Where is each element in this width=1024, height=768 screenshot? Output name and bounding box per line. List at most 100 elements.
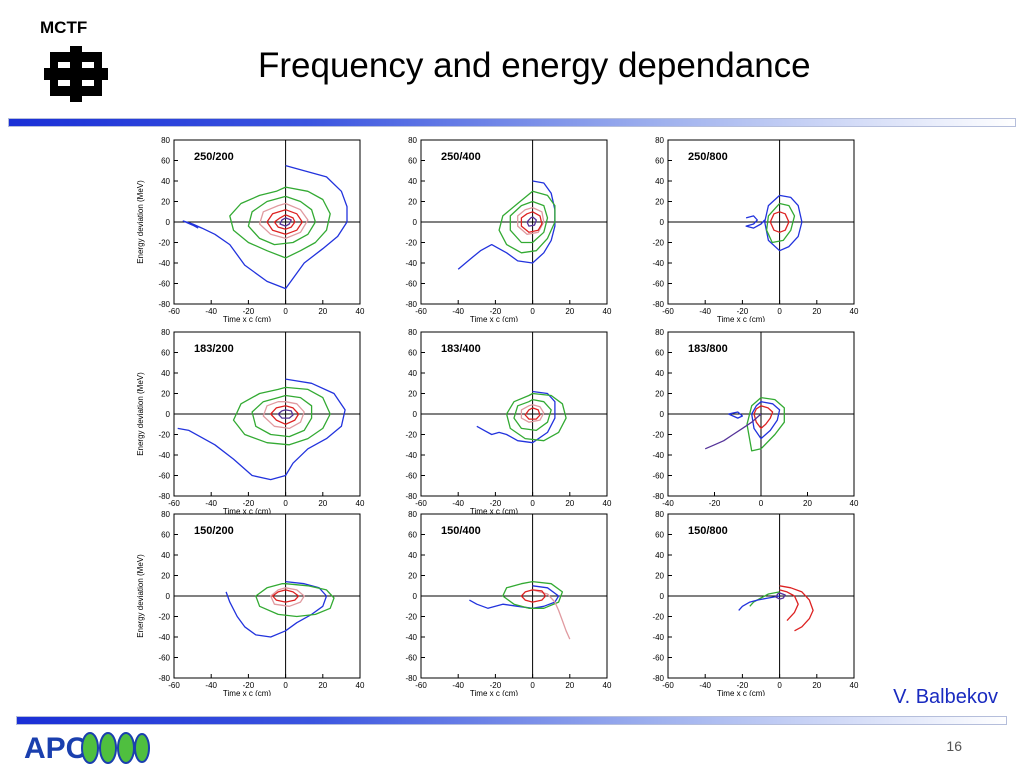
x-tick-label: -20	[243, 307, 255, 316]
trajectory-curve	[502, 580, 564, 609]
trajectory-curve	[270, 405, 300, 425]
x-axis-label: Time x c (cm)	[470, 689, 518, 696]
x-tick-label: -20	[490, 499, 502, 508]
y-tick-label: 0	[660, 410, 665, 419]
x-axis-label: Time x c (cm)	[470, 315, 518, 322]
chart-panel-250-200: 80 60 40 20 0 -20 -40 -60 -80 -60 -40 -20 0 20 40 250/2…	[130, 132, 365, 322]
x-tick-label: 0	[759, 499, 764, 508]
trajectory-curve	[279, 217, 292, 227]
y-tick-label: -40	[158, 259, 170, 268]
y-tick-label: -20	[652, 613, 664, 622]
trajectory-curve	[177, 378, 346, 481]
x-tick-label: -40	[699, 307, 711, 316]
x-tick-label: 0	[283, 681, 288, 690]
x-tick-label: 40	[603, 499, 612, 508]
x-tick-label: 40	[603, 307, 612, 316]
x-tick-label: -40	[452, 681, 464, 690]
trajectory-curve	[457, 180, 556, 270]
y-axis-label: Energy deviation (MeV)	[136, 180, 145, 264]
chart-title: 250/200	[194, 151, 234, 163]
y-tick-label: -20	[158, 431, 170, 440]
x-tick-label: 20	[318, 307, 327, 316]
trajectory-curve	[704, 413, 762, 450]
org-label: MCTF	[40, 18, 88, 37]
x-tick-label: 20	[565, 307, 574, 316]
y-tick-label: 60	[408, 157, 417, 166]
x-tick-label: 40	[356, 499, 365, 508]
y-tick-label: -40	[652, 451, 664, 460]
apc-logo-icon: APC	[24, 732, 150, 765]
y-tick-label: 60	[655, 349, 664, 358]
chart-title: 150/200	[194, 525, 234, 537]
trajectory-curve	[229, 186, 331, 259]
y-tick-label: 60	[408, 531, 417, 540]
y-tick-label: 80	[408, 328, 417, 337]
x-tick-label: 20	[812, 681, 821, 690]
y-tick-label: -40	[158, 633, 170, 642]
x-tick-label: -20	[243, 499, 255, 508]
trajectory-curve	[769, 211, 790, 233]
chart-panel-150-400: 80 60 40 20 0 -20 -40 -60 -80 -60 -40 -20 0 20 40 150/4…	[377, 506, 612, 696]
trajectory-curve	[517, 206, 545, 235]
trajectory-curve	[247, 195, 317, 246]
trajectory-curve	[526, 216, 537, 227]
trajectory-curve	[749, 591, 780, 607]
y-tick-label: 20	[161, 572, 170, 581]
y-tick-label: 0	[413, 218, 418, 227]
slide-title: Frequency and energy dependance	[258, 46, 811, 85]
y-tick-label: 80	[408, 136, 417, 145]
y-tick-label: 80	[161, 510, 170, 519]
x-tick-label: -20	[709, 499, 721, 508]
top-divider-band	[8, 118, 1016, 127]
trajectory-curve	[751, 401, 781, 440]
y-tick-label: 60	[655, 157, 664, 166]
trajectory-curve	[476, 390, 556, 444]
y-tick-label: 0	[413, 410, 418, 419]
x-tick-label: 0	[530, 499, 535, 508]
y-tick-label: -40	[158, 451, 170, 460]
x-tick-label: 20	[565, 681, 574, 690]
page-number: 16	[946, 738, 962, 754]
x-tick-label: -60	[415, 307, 427, 316]
x-tick-label: 0	[283, 307, 288, 316]
y-tick-label: -60	[652, 280, 664, 289]
trajectory-curve	[524, 407, 541, 420]
y-tick-label: -80	[158, 300, 170, 309]
x-tick-label: 40	[603, 681, 612, 690]
chart-title: 250/800	[688, 151, 728, 163]
x-tick-label: 0	[777, 681, 782, 690]
y-tick-label: -20	[405, 613, 417, 622]
x-tick-label: -40	[452, 307, 464, 316]
y-tick-label: -20	[652, 239, 664, 248]
trajectory-curve	[765, 202, 796, 244]
trajectory-curve	[753, 405, 774, 430]
y-axis-label: Energy deviation (MeV)	[136, 554, 145, 638]
y-tick-label: 60	[655, 531, 664, 540]
x-tick-label: 40	[356, 307, 365, 316]
x-tick-label: -40	[205, 681, 217, 690]
x-tick-label: -60	[168, 307, 180, 316]
x-tick-label: -20	[737, 681, 749, 690]
trajectory-curve	[779, 585, 814, 632]
y-tick-label: 20	[161, 390, 170, 399]
y-tick-label: -80	[158, 674, 170, 683]
trajectory-curve	[513, 398, 552, 432]
trajectory-curve	[532, 589, 571, 640]
trajectory-curve	[764, 194, 803, 252]
x-tick-label: -60	[168, 681, 180, 690]
trajectory-curve	[779, 589, 799, 622]
x-tick-label: 0	[530, 307, 535, 316]
y-tick-label: 20	[655, 572, 664, 581]
y-tick-label: 80	[655, 328, 664, 337]
x-axis-label: Time x c (cm)	[470, 507, 518, 514]
x-tick-label: 40	[850, 499, 859, 508]
y-tick-label: -40	[405, 451, 417, 460]
y-tick-label: 80	[161, 136, 170, 145]
y-axis-label: Energy deviation (MeV)	[136, 372, 145, 456]
y-tick-label: 40	[161, 551, 170, 560]
